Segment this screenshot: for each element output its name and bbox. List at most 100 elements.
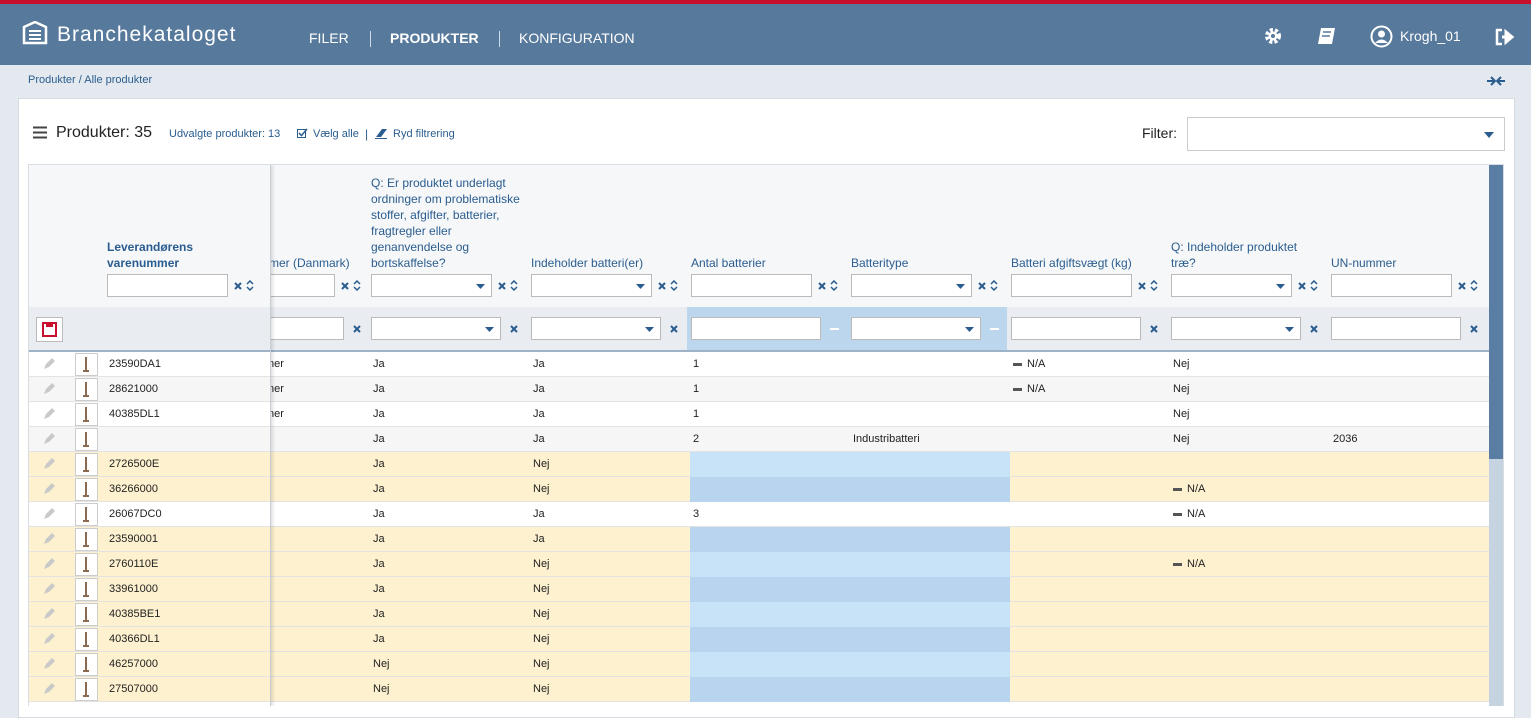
thumbnail[interactable] [75, 553, 98, 576]
user-icon[interactable] [1370, 25, 1393, 48]
column-filter[interactable] [107, 274, 228, 297]
edit-icon[interactable] [43, 383, 55, 395]
clear-button[interactable] [1150, 325, 1159, 333]
thumbnail[interactable] [75, 403, 98, 426]
nav-item[interactable]: KONFIGURATION [519, 30, 635, 46]
thumbnail[interactable] [75, 428, 98, 451]
clear-filter-button[interactable] [818, 282, 826, 290]
column-header[interactable]: mer (Danmark) [269, 256, 350, 270]
edit-icon[interactable] [43, 683, 55, 695]
sort-button[interactable] [510, 280, 518, 291]
sort-button[interactable] [1310, 280, 1318, 291]
clear-filter-button[interactable] [498, 282, 506, 290]
menu-icon[interactable] [33, 126, 47, 139]
edit-icon[interactable] [43, 608, 55, 620]
save-button[interactable] [36, 317, 63, 342]
row-filter[interactable] [1171, 317, 1301, 340]
column-header[interactable]: Leverandørens varenummer [107, 240, 194, 270]
clear-filter-button[interactable] [1458, 282, 1466, 290]
thumbnail[interactable] [75, 453, 98, 476]
sort-button[interactable] [353, 280, 361, 291]
clear-filter-button[interactable] [658, 282, 666, 290]
thumbnail[interactable] [75, 353, 98, 376]
column-filter[interactable] [531, 274, 652, 297]
edit-icon[interactable] [43, 658, 55, 670]
settings-icon[interactable] [1263, 26, 1283, 46]
column-filter[interactable] [1011, 274, 1132, 297]
column-header[interactable]: Indeholder batteri(er) [531, 256, 644, 270]
collapse-button[interactable] [990, 325, 999, 333]
row-filter[interactable] [371, 317, 501, 340]
column-header[interactable]: Batteri afgiftsvægt (kg) [1011, 256, 1132, 270]
edit-icon[interactable] [43, 508, 55, 520]
row-filter[interactable] [531, 317, 661, 340]
thumbnail[interactable] [75, 628, 98, 651]
column-filter[interactable] [1171, 274, 1292, 297]
column-header[interactable]: UN-nummer [1331, 256, 1397, 270]
filter-select[interactable] [1187, 117, 1505, 151]
edit-icon[interactable] [43, 408, 55, 420]
sort-button[interactable] [670, 280, 678, 291]
clear-filter-button[interactable] [1298, 282, 1306, 290]
row-filter[interactable] [269, 317, 344, 340]
edit-icon[interactable] [43, 633, 55, 645]
column-filter[interactable] [371, 274, 492, 297]
thumbnail[interactable] [75, 528, 98, 551]
column-filter[interactable] [1331, 274, 1452, 297]
column-header[interactable]: Antal batterier [691, 256, 766, 270]
row[interactable] [29, 402, 1503, 427]
collapse-icon[interactable] [1486, 75, 1506, 87]
row-filter[interactable] [851, 317, 981, 340]
breadcrumb[interactable]: Produkter / Alle produkter [28, 74, 153, 86]
thumbnail[interactable] [75, 603, 98, 626]
catalog-icon[interactable] [1316, 26, 1338, 46]
column-filter[interactable] [269, 274, 335, 297]
clear-button[interactable] [1470, 325, 1479, 333]
edit-icon[interactable] [43, 583, 55, 595]
edit-icon[interactable] [43, 358, 55, 370]
clear-filter-button[interactable] [341, 282, 349, 290]
row-filter[interactable] [691, 317, 821, 340]
brand[interactable]: Branchekataloget [57, 23, 237, 46]
edit-icon[interactable] [43, 433, 55, 445]
row[interactable] [29, 427, 1503, 452]
nav-item[interactable]: PRODUKTER [390, 30, 479, 46]
select-all[interactable]: Vælg alle [313, 128, 359, 140]
row[interactable] [29, 352, 1503, 377]
clear-filter-button[interactable] [1138, 282, 1146, 290]
clear-filter-button[interactable] [234, 282, 242, 290]
column-filter[interactable] [691, 274, 812, 297]
edit-icon[interactable] [43, 458, 55, 470]
edit-icon[interactable] [43, 558, 55, 570]
thumbnail[interactable] [75, 653, 98, 676]
user-name[interactable]: Krogh_01 [1400, 28, 1461, 44]
clear-button[interactable] [353, 325, 362, 333]
sort-button[interactable] [1150, 280, 1158, 291]
column-header[interactable]: Q: Er produktet underlagt ordninger om p… [371, 176, 520, 270]
scrollbar-thumb[interactable] [1489, 165, 1503, 459]
sort-button[interactable] [246, 280, 254, 291]
clear-button[interactable] [510, 325, 519, 333]
sort-button[interactable] [1470, 280, 1478, 291]
clear-filter-button[interactable] [978, 282, 986, 290]
thumbnail[interactable] [75, 478, 98, 501]
row[interactable] [29, 502, 1503, 527]
thumbnail[interactable] [75, 678, 98, 701]
nav-item[interactable]: FILER [309, 30, 349, 46]
edit-icon[interactable] [43, 483, 55, 495]
column-filter[interactable] [851, 274, 972, 297]
row-filter[interactable] [1011, 317, 1141, 340]
row[interactable] [29, 377, 1503, 402]
sort-button[interactable] [830, 280, 838, 291]
thumbnail[interactable] [75, 578, 98, 601]
thumbnail[interactable] [75, 503, 98, 526]
clear-button[interactable] [1310, 325, 1319, 333]
sort-button[interactable] [990, 280, 998, 291]
row-filter[interactable] [1331, 317, 1461, 340]
clear-filter[interactable]: Ryd filtrering [393, 128, 455, 140]
logout-icon[interactable] [1494, 27, 1516, 47]
clear-button[interactable] [670, 325, 679, 333]
edit-icon[interactable] [43, 533, 55, 545]
thumbnail[interactable] [75, 378, 98, 401]
column-header[interactable]: Batteritype [851, 256, 909, 270]
